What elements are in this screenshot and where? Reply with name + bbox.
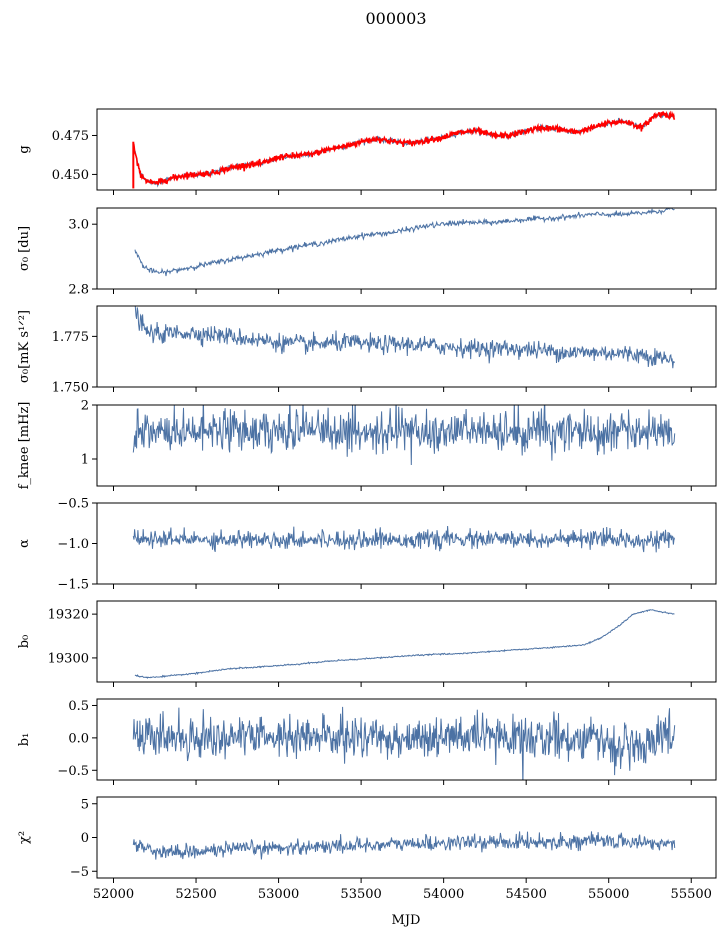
g-ylabel: g [17,145,32,153]
fknee-ytick-label: 2 [81,399,89,414]
panels: 0.450 0.475 g 2.8 3.0 σ₀ [du] 1.750 1.775 σ₀[mK … [17,108,717,902]
b1-ytick-label: −0.5 [57,764,89,779]
sigma0_mk-series-line-0 [134,306,676,369]
xtick-label: 52500 [175,887,216,902]
xtick-label: 52000 [93,887,134,902]
x-axis-label: MJD [392,913,421,928]
xtick-label: 55000 [588,887,629,902]
chi2-ylabel: χ² [17,831,32,844]
xtick-label: 55500 [671,887,712,902]
sigma0_mk-ytick-label: 1.750 [52,381,89,396]
g-ytick-label: 0.450 [52,168,89,183]
sigma0_mk-ytick-label: 1.775 [52,330,89,345]
alpha-series-line-0 [132,525,676,553]
g-series-line-1 [132,110,676,186]
xtick-label: 53500 [340,887,381,902]
b0-ytick-label: 19320 [48,608,89,623]
g-ytick-label: 0.475 [52,129,89,144]
b1-ylabel: b₁ [17,733,32,747]
sigma0-series-line-0 [134,208,675,277]
panel-sigma0: 2.8 3.0 σ₀ [du] [17,207,717,298]
figure-title: 000003 [365,9,426,28]
sigma0_mk-frame [96,305,717,388]
xtick-label: 53000 [258,887,299,902]
b0-series-line-0 [134,608,675,679]
b1-ytick-label: 0.5 [68,699,89,714]
xtick-label: 54000 [423,887,464,902]
g-series-line-0 [132,112,675,188]
b0-ylabel: b₀ [17,635,32,649]
fknee-frame [96,404,717,487]
chi2-series-line-0 [132,831,676,860]
g-frame [96,108,717,191]
fknee-series-line-0 [132,405,676,466]
fknee-ylabel: f_knee [mHz] [17,402,32,490]
sigma0-ylabel: σ₀ [du] [17,226,32,271]
chi2-ytick-label: 0 [81,831,89,846]
alpha-ytick-label: −1.0 [57,537,89,552]
chi2-ytick-label: −5 [70,865,89,880]
xtick-label: 54500 [505,887,546,902]
sigma0-ytick-label: 3.0 [68,218,89,233]
panel-b1: −0.5 0.0 0.5 b₁ [17,698,717,785]
alpha-ytick-label: −1.5 [57,578,89,593]
alpha-ylabel: α [17,539,32,548]
panel-fknee: 1 2 f_knee [mHz] [17,399,717,491]
sigma0-frame [96,207,717,290]
sigma0_mk-ylabel: σ₀[mK s¹ᐟ²] [17,310,32,383]
panel-b0: 19300 19320 b₀ [17,600,717,687]
fknee-ytick-label: 1 [81,453,89,468]
sigma0-ytick-label: 2.8 [68,283,89,298]
panel-g: 0.450 0.475 g [17,108,717,195]
panel-alpha: −1.5 −1.0 −0.5 α [17,497,717,593]
b1-ytick-label: 0.0 [68,731,89,746]
panel-chi2: −5 0 5 52000 52500 53000 53500 54000 54500 55000 5… [17,796,717,902]
b0-frame [96,600,717,683]
panel-sigma0_mk: 1.750 1.775 σ₀[mK s¹ᐟ²] [17,305,717,396]
b0-ytick-label: 19300 [48,651,89,666]
chi2-ytick-label: 5 [81,797,89,812]
b1-frame [96,698,717,781]
alpha-ytick-label: −0.5 [57,497,89,512]
b1-series-line-0 [132,706,676,780]
